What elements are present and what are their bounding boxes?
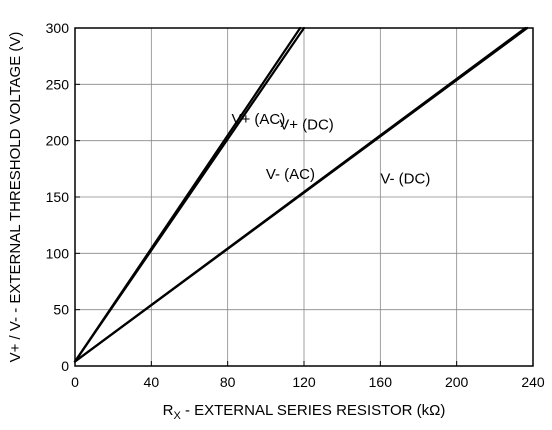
x-tick-label: 160 (369, 374, 393, 390)
x-axis-label: RX - EXTERNAL SERIES RESISTOR (kΩ) (163, 402, 446, 422)
x-tick-label: 0 (71, 374, 79, 390)
y-tick-label: 150 (46, 189, 70, 205)
series-annotation: V+ (DC) (279, 116, 334, 133)
annotations: V+ (AC)V+ (DC) V- (AC) V- (DC) (231, 111, 430, 188)
plot-frame (74, 27, 534, 367)
grid (74, 27, 534, 367)
series-line-2 (73, 26, 306, 363)
y-tick-label: 100 (46, 245, 70, 261)
x-axis-label-subscript: X (173, 410, 181, 422)
y-tick-label: 200 (46, 133, 70, 149)
tick-labels: 0 40 80 120 160 200 240 0 50 100 150 200 250 300 (46, 20, 545, 390)
series-annotation: V- (AC) (266, 166, 315, 183)
y-axis-label: V+ / V- - EXTERNAL THRESHOLD VOLTAGE (V) (7, 32, 24, 363)
y-tick-label: 250 (46, 76, 70, 92)
series-annotation: V+ (AC) (231, 111, 285, 128)
x-axis-label-main: R (163, 402, 174, 419)
x-tick-label: 120 (292, 374, 316, 390)
x-tick-label: 200 (445, 374, 469, 390)
y-tick-label: 300 (46, 20, 70, 36)
series-line-4 (73, 26, 529, 363)
series-annotation: V- (DC) (380, 170, 430, 187)
y-tick-label: 0 (61, 358, 69, 374)
x-tick-label: 80 (220, 374, 236, 390)
x-tick-label: 240 (521, 374, 545, 390)
x-axis-label-text: - EXTERNAL SERIES RESISTOR (kΩ) (181, 402, 446, 419)
x-tick-label: 40 (144, 374, 160, 390)
series-lines (73, 26, 529, 363)
y-tick-label: 50 (53, 302, 69, 318)
